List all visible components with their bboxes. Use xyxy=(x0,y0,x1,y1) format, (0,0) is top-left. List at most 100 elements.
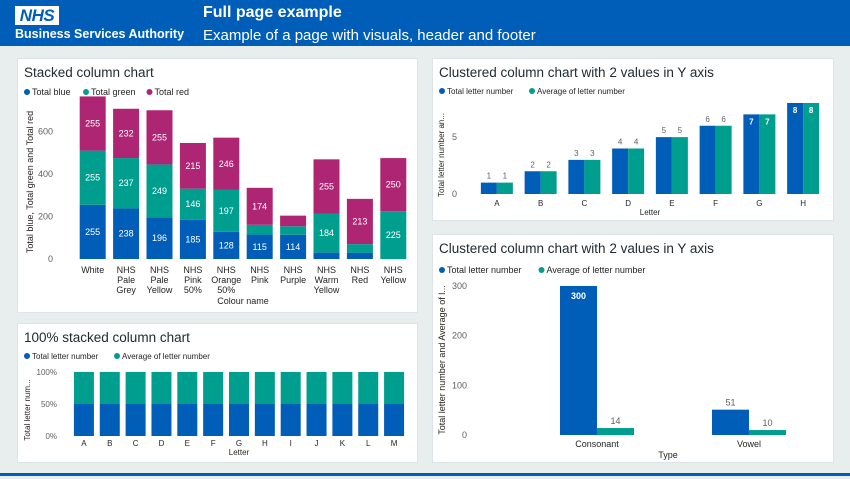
x-tick-label: I xyxy=(290,439,292,448)
data-label: 3 xyxy=(590,149,595,158)
legend-label: Total blue xyxy=(32,87,71,97)
bar-segment xyxy=(146,110,173,165)
bar xyxy=(560,285,597,435)
y-tick-label: 0 xyxy=(48,254,53,264)
legend-marker xyxy=(83,89,89,95)
data-label: 4 xyxy=(618,138,623,147)
data-label: 3 xyxy=(574,149,579,158)
bar xyxy=(568,159,585,194)
data-label: 185 xyxy=(185,234,200,244)
bar-segment xyxy=(79,96,106,151)
legend-label: Total letter number xyxy=(447,265,522,275)
x-tick-label: NHS xyxy=(150,265,169,275)
bar xyxy=(671,137,688,194)
bar-segment xyxy=(179,188,206,220)
bar xyxy=(612,148,629,194)
data-label: 255 xyxy=(85,173,100,183)
bar-segment xyxy=(203,372,224,404)
bar xyxy=(480,182,497,194)
clustered-type-chart: Total letter number Average of letter num… xyxy=(437,265,786,460)
x-tick-label: E xyxy=(185,439,190,448)
x-tick-label: NHS xyxy=(317,265,336,275)
page-subtitle: Example of a page with visuals, header a… xyxy=(203,27,536,44)
x-tick-label: F xyxy=(713,199,718,208)
bar-segment xyxy=(313,213,340,253)
bar-segment xyxy=(380,211,407,259)
x-tick-label: B xyxy=(107,439,112,448)
bar-segment xyxy=(246,187,273,225)
legend-label: Total letter number xyxy=(447,87,514,96)
bar xyxy=(759,114,776,194)
bar-segment xyxy=(280,404,301,436)
data-label: 1 xyxy=(503,172,508,181)
data-label: 4 xyxy=(634,138,639,147)
bar-segment xyxy=(280,234,307,259)
bar-segment xyxy=(246,224,273,235)
bar xyxy=(743,114,760,194)
chart-title: Clustered column chart with 2 values in … xyxy=(439,241,714,256)
legend-label: Total red xyxy=(155,87,190,97)
bar-segment xyxy=(99,404,120,436)
stacked-column-card[interactable]: Stacked column chart Total blue Total gre… xyxy=(17,58,418,313)
bar-segment xyxy=(384,372,405,404)
bar-segment xyxy=(113,108,140,159)
data-label: 14 xyxy=(610,416,620,426)
bar xyxy=(628,148,645,194)
data-label: 249 xyxy=(152,186,167,196)
clustered-type-card[interactable]: Clustered column chart with 2 values in … xyxy=(432,234,834,463)
x-tick-label: NHS xyxy=(350,265,369,275)
y-axis-title: Total letter number and Average of l... xyxy=(437,285,447,434)
data-label: 255 xyxy=(319,181,334,191)
bar-segment xyxy=(346,252,373,259)
x-axis-title: Letter xyxy=(229,448,250,457)
bar-segment xyxy=(254,372,275,404)
data-label: 213 xyxy=(352,216,367,226)
y-axis-title: Total blue, Total green and Total red xyxy=(25,111,35,253)
bar-segment xyxy=(213,137,240,190)
x-tick-label: G xyxy=(756,199,762,208)
legend-label: Total green xyxy=(91,87,136,97)
data-label: 114 xyxy=(286,242,300,252)
x-tick-label: Vowel xyxy=(737,439,761,449)
data-label: 128 xyxy=(219,240,234,250)
x-tick-label: NHS xyxy=(217,265,236,275)
x-tick-label: Warm xyxy=(315,275,339,285)
bar-segment xyxy=(313,159,340,214)
data-label: 7 xyxy=(749,117,754,126)
bar-segment xyxy=(73,372,94,404)
data-label: 300 xyxy=(571,291,586,301)
x-tick-label: M xyxy=(391,439,398,448)
x-tick-label: Consonant xyxy=(575,439,619,449)
x-tick-label: NHS xyxy=(183,265,202,275)
bar-segment xyxy=(113,158,140,209)
bar-segment xyxy=(125,372,146,404)
data-label: 184 xyxy=(319,228,334,238)
bar-segment xyxy=(125,404,146,436)
clustered-letter-card[interactable]: Clustered column chart with 2 values in … xyxy=(432,58,834,221)
y-tick-label: 200 xyxy=(452,331,467,341)
legend-marker xyxy=(114,353,120,359)
bar-segment xyxy=(146,164,173,218)
y-axis-title: Total letter number an... xyxy=(437,113,446,197)
bar-segment xyxy=(346,198,373,245)
bar-segment xyxy=(177,404,198,436)
bar-segment xyxy=(79,204,106,259)
bar xyxy=(540,171,557,194)
data-label: 225 xyxy=(386,230,401,240)
legend-marker xyxy=(24,353,30,359)
x-tick-label: NHS xyxy=(284,265,303,275)
x-tick-label: B xyxy=(538,199,543,208)
bar xyxy=(496,182,513,194)
bar xyxy=(803,103,820,194)
y-tick-label: 400 xyxy=(38,169,53,179)
bar xyxy=(655,137,672,194)
bar xyxy=(715,125,732,194)
percent-stacked-card[interactable]: 100% stacked column chart Total letter n… xyxy=(17,323,418,463)
x-tick-label: D xyxy=(625,199,631,208)
bar-segment xyxy=(213,231,240,259)
x-tick-label: Red xyxy=(352,275,369,285)
legend-label: Average of letter number xyxy=(547,265,646,275)
data-label: 10 xyxy=(762,418,772,428)
y-tick-label: 5 xyxy=(452,132,457,142)
data-label: 237 xyxy=(119,178,134,188)
